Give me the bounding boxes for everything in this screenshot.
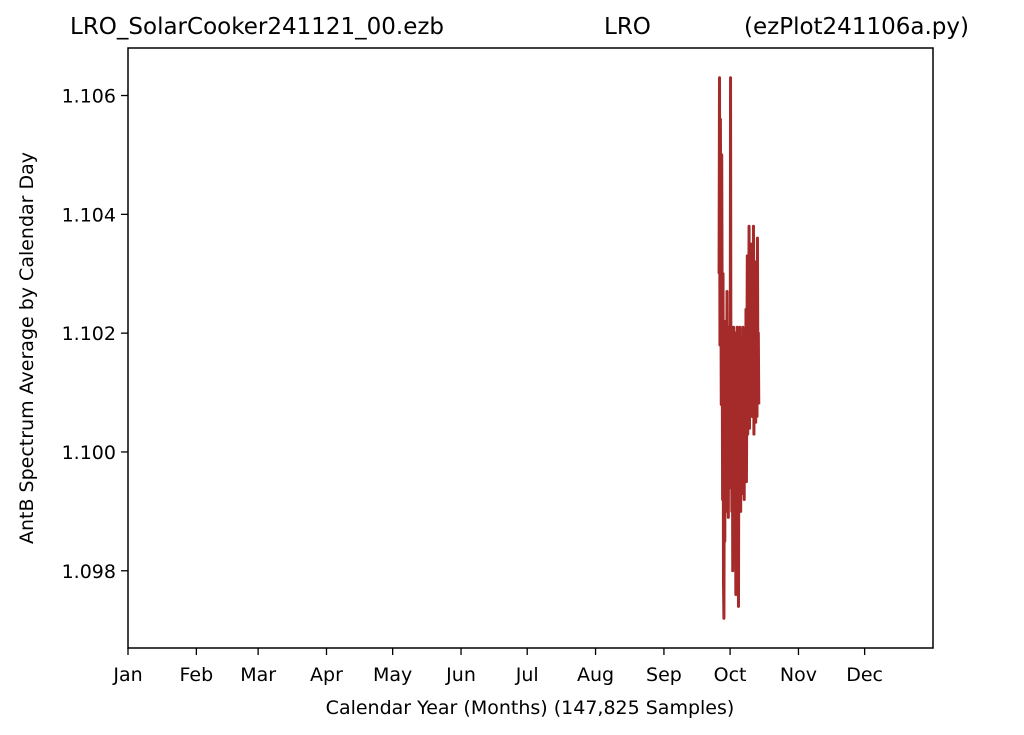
y-axis: 1.098 1.100 1.102 1.104 1.106: [62, 86, 128, 583]
y-tick-label: 1.102: [62, 323, 116, 345]
x-tick-label: Oct: [714, 664, 747, 686]
y-tick-label: 1.104: [62, 204, 116, 226]
x-tick-label: Feb: [180, 664, 214, 686]
series-line-0: [717, 76, 761, 620]
x-tick-label: Sep: [646, 664, 682, 686]
x-tick-label: Mar: [240, 664, 276, 686]
y-tick-label: 1.106: [62, 86, 116, 108]
x-tick-label: Nov: [780, 664, 817, 686]
y-axis-label: AntB Spectrum Average by Calendar Day: [16, 152, 38, 544]
y-tick-label: 1.098: [62, 561, 116, 583]
series-layer: [717, 76, 761, 620]
y-tick-label: 1.100: [62, 442, 116, 464]
plot-frame: [127, 47, 934, 649]
x-tick-label: Jun: [445, 664, 476, 686]
x-axis-label: Calendar Year (Months) (147,825 Samples): [326, 697, 735, 719]
x-tick-label: Apr: [310, 664, 343, 686]
chart-title-left: LRO_SolarCooker241121_00.ezb: [70, 14, 445, 40]
x-tick-label: May: [373, 664, 412, 686]
x-tick-label: Aug: [577, 664, 614, 686]
x-tick-label: Dec: [846, 664, 883, 686]
chart-title-mid: LRO: [604, 14, 651, 40]
x-axis: Jan Feb Mar Apr May Jun Jul Aug Sep Oct Nov Dec: [112, 648, 883, 686]
x-tick-label: Jul: [515, 664, 539, 686]
x-tick-label: Jan: [112, 664, 142, 686]
chart-title-right: (ezPlot241106a.py): [744, 14, 969, 40]
